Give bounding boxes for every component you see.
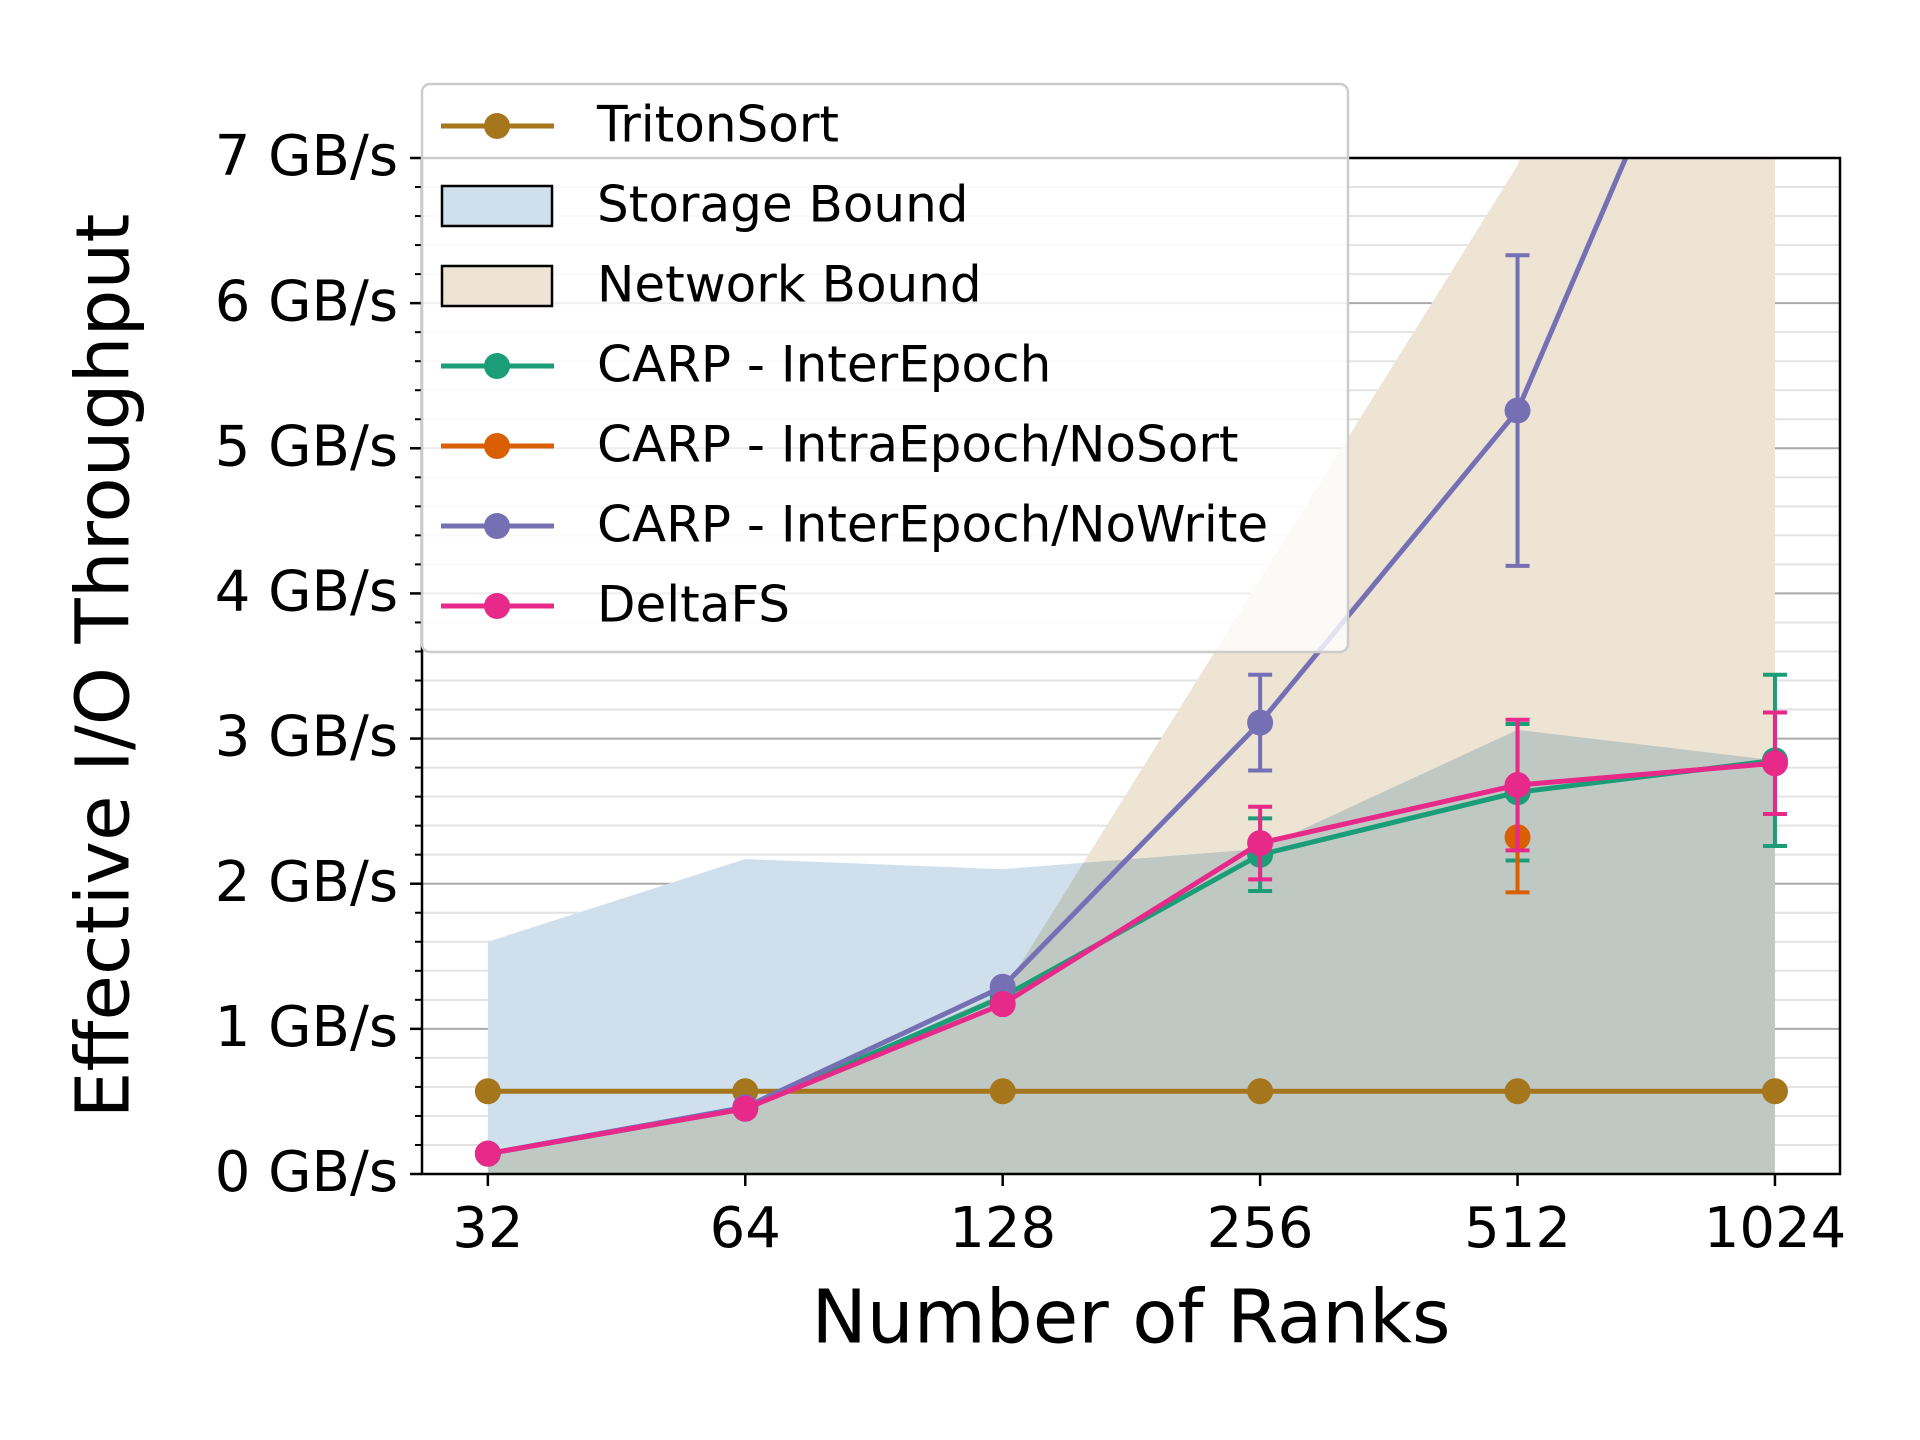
data-point: [989, 991, 1016, 1018]
legend-swatch: [440, 184, 554, 228]
data-point: [1247, 1078, 1274, 1105]
y-tick-label: 1 GB/s: [215, 995, 398, 1060]
legend-label: Network Bound: [597, 256, 982, 314]
legend-label: Storage Bound: [597, 176, 969, 234]
x-tick-label: 128: [949, 1196, 1056, 1261]
data-point: [989, 1078, 1016, 1105]
legend-label: TritonSort: [596, 96, 839, 154]
y-tick-label: 7 GB/s: [215, 124, 398, 189]
data-point: [1504, 397, 1531, 424]
x-tick-label: 64: [710, 1196, 781, 1261]
axes: 0 GB/s 1 GB/s 2 GB/s 3 GB/s 4 GB/s 5 GB/s 6 GB…: [215, 124, 1847, 1261]
legend: TritonSort Storage Bound Network Bound CARP…: [420, 82, 1350, 654]
y-axis-label: Effective I/O Throughput: [61, 214, 147, 1119]
y-tick-label: 5 GB/s: [215, 414, 398, 479]
data-point: [474, 1140, 501, 1167]
legend-marker: [484, 593, 510, 619]
x-tick-label: 1024: [1704, 1196, 1847, 1261]
legend-box: [420, 82, 1350, 654]
legend-label: CARP - InterEpoch: [597, 336, 1051, 394]
data-point: [1761, 750, 1788, 777]
legend-label: DeltaFS: [597, 576, 790, 634]
y-tick-label: 6 GB/s: [215, 269, 398, 334]
legend-marker: [484, 433, 510, 459]
y-tick-label: 3 GB/s: [215, 705, 398, 770]
y-tick-label: 2 GB/s: [215, 850, 398, 915]
x-axis-label: Number of Ranks: [811, 1275, 1450, 1361]
x-tick-label: 512: [1464, 1196, 1571, 1261]
series-line: [487, 760, 1776, 1157]
x-tick-label: 32: [452, 1196, 523, 1261]
legend-marker: [484, 113, 510, 139]
legend-swatch: [440, 264, 554, 308]
data-point: [1247, 709, 1274, 736]
plot-area: [474, 158, 1788, 1174]
data-point: [474, 1078, 501, 1105]
x-tick-label: 256: [1207, 1196, 1314, 1261]
data-point: [1504, 772, 1531, 799]
y-tick-label: 0 GB/s: [215, 1140, 398, 1205]
legend-label: CARP - IntraEpoch/NoSort: [597, 416, 1239, 474]
data-point: [1761, 1078, 1788, 1105]
data-point: [1504, 1078, 1531, 1105]
data-point: [1247, 830, 1274, 857]
legend-label: CARP - InterEpoch/NoWrite: [597, 496, 1268, 554]
bound-area: [487, 158, 1775, 1174]
data-point: [732, 1095, 759, 1122]
legend-marker: [484, 513, 510, 539]
y-tick-label: 4 GB/s: [215, 560, 398, 625]
legend-marker: [484, 353, 510, 379]
